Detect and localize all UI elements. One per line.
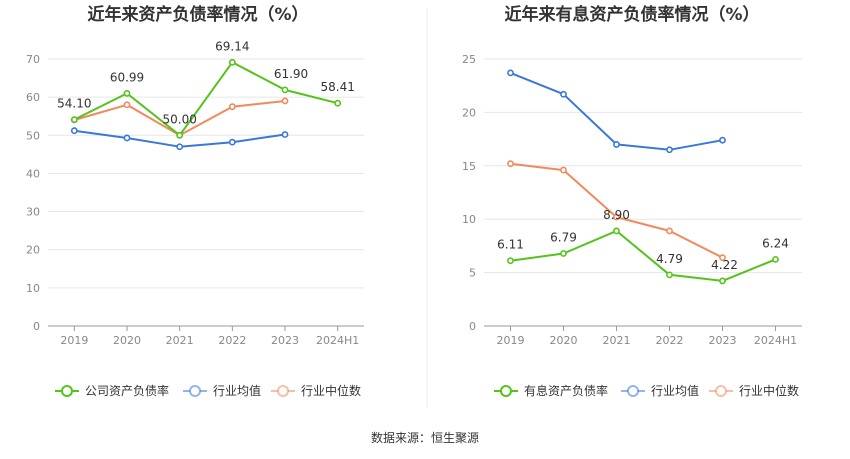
- data-point[interactable]: [334, 99, 342, 107]
- data-label: 60.99: [110, 70, 144, 84]
- data-point[interactable]: [772, 255, 779, 263]
- y-tick-label: 0: [33, 320, 40, 333]
- y-tick-label: 30: [26, 206, 40, 219]
- y-tick-label: 50: [26, 129, 40, 142]
- legend-item-2[interactable]: 行业中位数: [709, 383, 799, 398]
- interest-bearing-debt-ratio-chart: 近年来有息资产负债率情况（%） 0 5 10 15 20 25 2019 2020 2021 202…: [462, 4, 802, 398]
- data-label: 6.79: [550, 230, 577, 244]
- data-label: 4.79: [656, 252, 683, 266]
- legend-label: 行业中位数: [739, 383, 799, 398]
- data-point[interactable]: [281, 86, 289, 94]
- legend-item-1[interactable]: 行业均值: [183, 383, 261, 398]
- legend-item-0[interactable]: 公司资产负债率: [55, 383, 169, 398]
- data-point[interactable]: [507, 69, 514, 77]
- data-point[interactable]: [176, 131, 184, 139]
- chart-title: 近年来有息资产负债率情况（%）: [504, 4, 759, 25]
- data-point[interactable]: [719, 254, 726, 262]
- y-tick-label: 10: [26, 282, 40, 295]
- data-label: 58.41: [320, 80, 354, 94]
- x-tick-label: 2020: [550, 334, 578, 347]
- data-label: 4.22: [711, 258, 738, 272]
- series-line-0: [73, 61, 338, 137]
- data-label: 6.11: [497, 238, 524, 252]
- y-tick-label: 5: [469, 267, 476, 280]
- x-tick-label: 2019: [60, 334, 88, 347]
- data-point[interactable]: [123, 101, 131, 109]
- x-tick-label: 2024H1: [754, 334, 797, 347]
- x-tick-label: 2019: [497, 334, 525, 347]
- data-point[interactable]: [666, 146, 673, 154]
- data-point[interactable]: [228, 138, 236, 146]
- series-line-0: [510, 229, 776, 282]
- legend-item-2[interactable]: 行业中位数: [271, 383, 361, 398]
- legend-swatch-marker: [715, 385, 727, 397]
- legend-swatch-marker: [500, 385, 512, 397]
- data-point[interactable]: [613, 227, 620, 235]
- data-point[interactable]: [123, 134, 131, 142]
- data-point[interactable]: [719, 277, 726, 285]
- data-label: 6.24: [762, 236, 789, 250]
- x-tick-label: 2021: [166, 334, 194, 347]
- data-point[interactable]: [70, 127, 78, 135]
- data-label: 69.14: [215, 39, 249, 53]
- legend-label: 行业中位数: [301, 383, 361, 398]
- data-point[interactable]: [70, 116, 78, 124]
- data-label: 8.90: [603, 208, 630, 222]
- data-point[interactable]: [507, 257, 514, 265]
- legend-label: 有息资产负债率: [524, 383, 608, 398]
- data-point[interactable]: [281, 97, 289, 105]
- data-point[interactable]: [507, 160, 514, 168]
- y-tick-label: 20: [26, 244, 40, 257]
- data-point[interactable]: [228, 103, 236, 111]
- chart-title: 近年来资产负债率情况（%）: [87, 4, 308, 25]
- legend-swatch-marker: [627, 385, 639, 397]
- legend-swatch-marker: [189, 385, 201, 397]
- y-tick-label: 0: [469, 320, 476, 333]
- legend-label: 行业均值: [213, 383, 261, 398]
- data-point[interactable]: [613, 141, 620, 148]
- data-point[interactable]: [719, 136, 726, 144]
- legend-item-1[interactable]: 行业均值: [621, 383, 699, 398]
- data-point[interactable]: [176, 143, 184, 151]
- legend-swatch-marker: [61, 385, 73, 397]
- x-tick-label: 2023: [709, 334, 737, 347]
- data-point[interactable]: [666, 271, 673, 279]
- source-note: 数据来源：恒生聚源: [371, 430, 479, 445]
- x-tick-label: 2024H1: [316, 334, 359, 347]
- data-point[interactable]: [281, 131, 289, 138]
- x-tick-label: 2022: [656, 334, 684, 347]
- y-tick-label: 40: [26, 167, 40, 180]
- debt-ratio-chart: 近年来资产负债率情况（%） 0 10 20 30 40 50 60 70 2019 2020 2021…: [26, 4, 364, 398]
- x-tick-label: 2020: [113, 334, 141, 347]
- series-line-1: [510, 71, 723, 151]
- x-tick-label: 2022: [218, 334, 246, 347]
- y-tick-label: 15: [462, 160, 476, 173]
- y-tick-label: 60: [26, 91, 40, 104]
- data-label: 61.90: [274, 67, 308, 81]
- y-tick-label: 25: [462, 53, 476, 66]
- data-point[interactable]: [560, 166, 567, 174]
- data-point[interactable]: [228, 58, 236, 66]
- data-point[interactable]: [613, 213, 620, 221]
- x-tick-label: 2021: [603, 334, 631, 347]
- y-tick-label: 20: [462, 106, 476, 119]
- data-point[interactable]: [560, 250, 567, 257]
- data-point[interactable]: [123, 89, 131, 97]
- legend-label: 公司资产负债率: [85, 383, 169, 398]
- y-tick-label: 10: [462, 213, 476, 226]
- data-point[interactable]: [560, 90, 567, 98]
- data-label: 54.10: [57, 97, 91, 111]
- y-tick-label: 70: [26, 53, 40, 66]
- x-tick-label: 2023: [271, 334, 299, 347]
- legend-swatch-marker: [277, 385, 289, 397]
- data-point[interactable]: [666, 227, 673, 235]
- data-label: 50.00: [162, 112, 196, 126]
- legend-label: 行业均值: [651, 383, 699, 398]
- legend-item-0[interactable]: 有息资产负债率: [494, 383, 608, 398]
